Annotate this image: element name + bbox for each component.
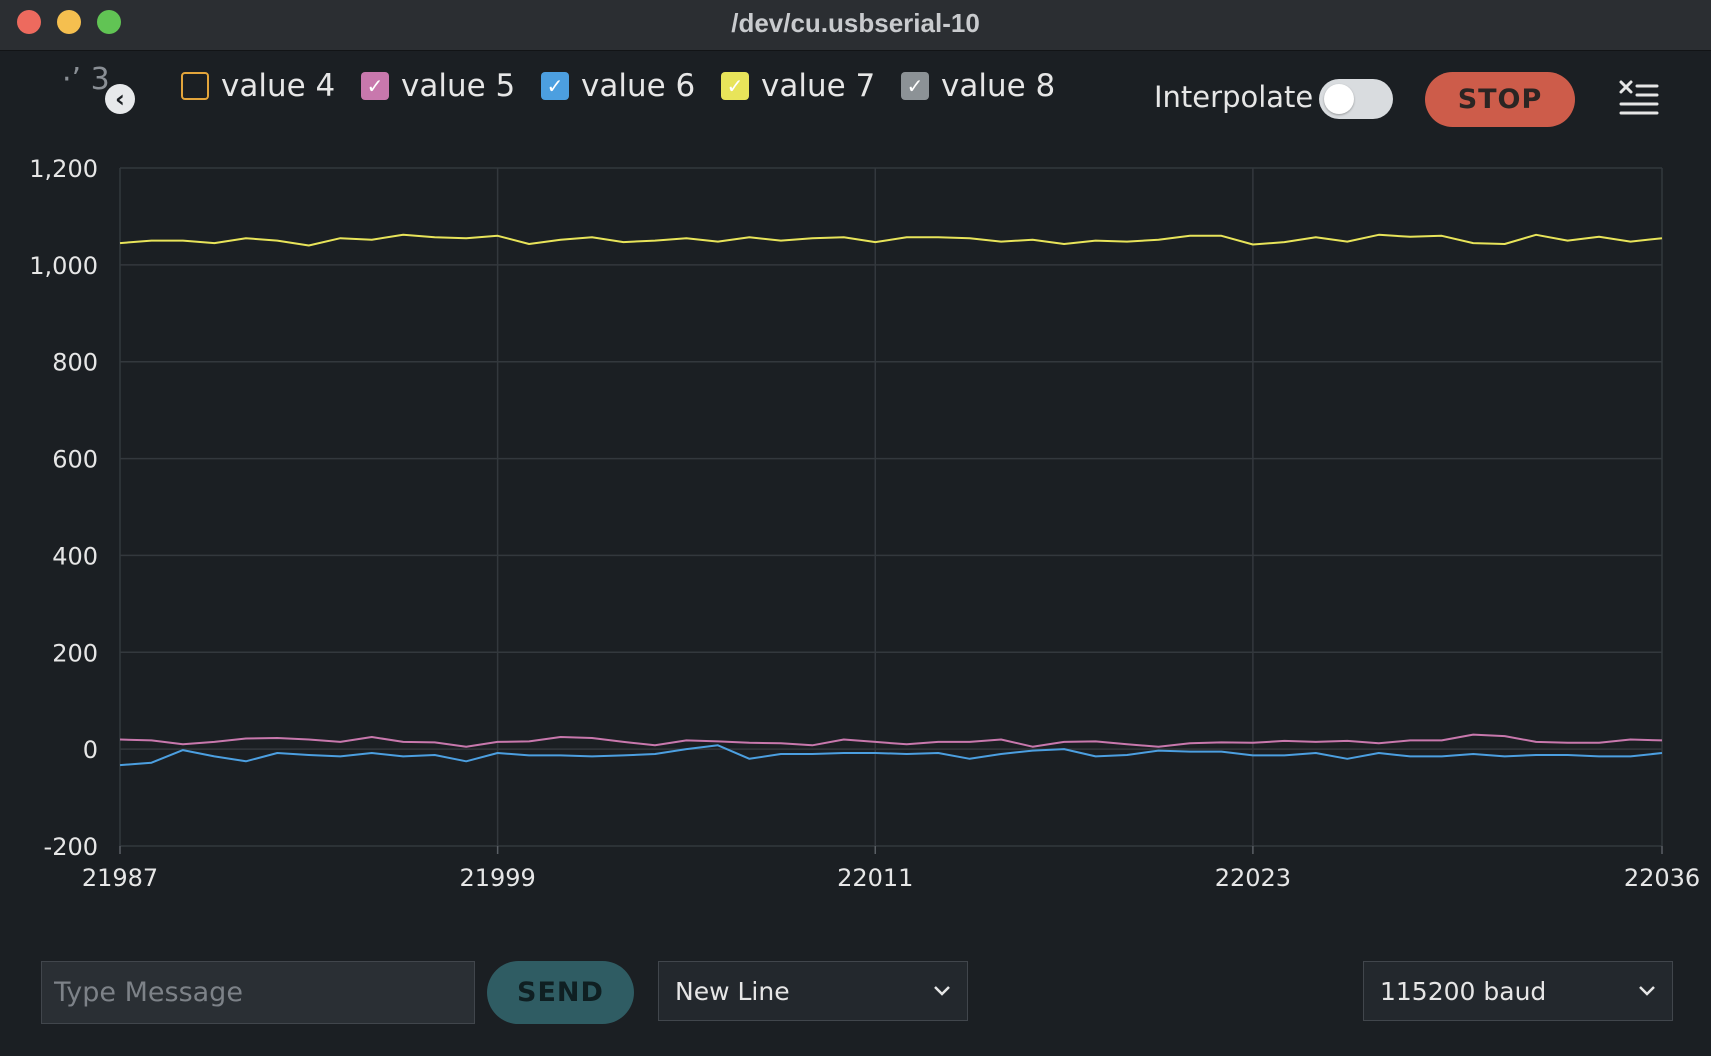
- checkbox-value-5[interactable]: ✓: [361, 72, 389, 100]
- x-tick-label: 21999: [459, 864, 535, 892]
- send-button[interactable]: SEND: [487, 961, 634, 1024]
- y-tick-label: 800: [52, 349, 98, 377]
- interpolate-toggle[interactable]: [1319, 79, 1393, 119]
- y-tick-label: 600: [52, 446, 98, 474]
- legend-item-value-5[interactable]: ✓ value 5: [361, 66, 515, 106]
- chevron-left-icon[interactable]: ‹: [105, 84, 135, 114]
- chevron-down-icon: [1639, 986, 1655, 996]
- series-line-value-7: [119, 233, 1663, 247]
- legend-label: value 8: [941, 68, 1056, 104]
- toggle-knob: [1324, 84, 1354, 114]
- legend-label: value 4: [221, 68, 336, 104]
- legend-item-value-4[interactable]: value 4: [181, 66, 335, 106]
- series-line-value-6: [119, 744, 1663, 767]
- line-ending-value: New Line: [675, 976, 790, 1006]
- y-tick-label: 200: [52, 639, 98, 667]
- legend-label: value 7: [761, 68, 876, 104]
- y-tick-label: 0: [83, 736, 98, 764]
- legend-item-value-6[interactable]: ✓ value 6: [541, 66, 695, 106]
- x-tick-label: 22011: [837, 864, 913, 892]
- x-tick-label: 22023: [1215, 864, 1291, 892]
- line-ending-select[interactable]: New Line: [658, 961, 968, 1021]
- y-tick-label: 1,000: [29, 252, 98, 280]
- close-window-button[interactable]: [17, 10, 41, 34]
- message-input[interactable]: [41, 961, 475, 1024]
- legend-item-value-8[interactable]: ✓ value 8: [901, 66, 1055, 106]
- window-title: /dev/cu.usbserial-10: [731, 8, 980, 38]
- checkbox-value-4[interactable]: [181, 72, 209, 100]
- zoom-window-button[interactable]: [97, 10, 121, 34]
- checkbox-value-6[interactable]: ✓: [541, 72, 569, 100]
- y-tick-label: 1,200: [29, 155, 98, 183]
- y-tick-label: 400: [52, 542, 98, 570]
- clear-list-icon[interactable]: [1618, 78, 1660, 118]
- legend-label: value 5: [401, 68, 516, 104]
- checkbox-value-7[interactable]: ✓: [721, 72, 749, 100]
- minimize-window-button[interactable]: [57, 10, 81, 34]
- stop-button[interactable]: STOP: [1425, 72, 1575, 127]
- baud-rate-value: 115200 baud: [1380, 976, 1547, 1006]
- y-tick-label: -200: [44, 833, 98, 861]
- x-tick-label: 21987: [82, 864, 158, 892]
- title-bar: /dev/cu.usbserial-10: [0, 0, 1711, 51]
- chevron-down-icon: [934, 986, 950, 996]
- series-line-value-5: [119, 733, 1663, 748]
- legend-item-partial: ·ʼ 3: [62, 62, 110, 97]
- legend-label: value 6: [581, 68, 696, 104]
- serial-plot-chart: -200 0 200 400 600 800 1,000 1,200 21987 21999 220…: [29, 155, 1700, 892]
- interpolate-label: Interpolate: [1154, 80, 1314, 114]
- x-tick-label: 22036: [1624, 864, 1700, 892]
- legend-item-value-7[interactable]: ✓ value 7: [721, 66, 875, 106]
- checkbox-value-8[interactable]: ✓: [901, 72, 929, 100]
- baud-rate-select[interactable]: 115200 baud: [1363, 961, 1673, 1021]
